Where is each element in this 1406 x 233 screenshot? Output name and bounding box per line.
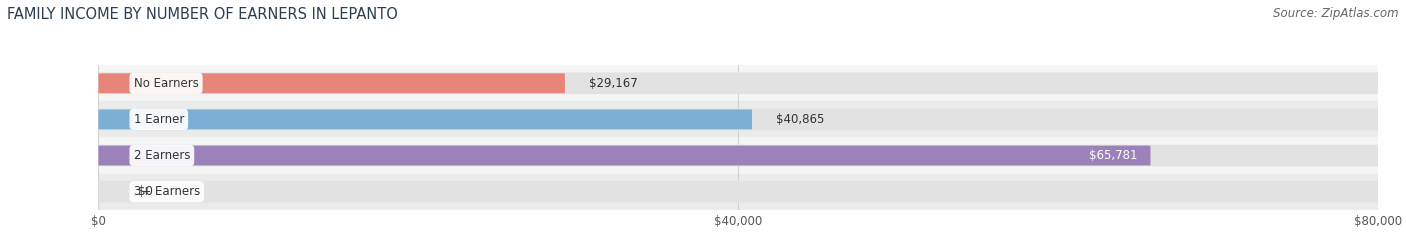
Bar bbox=[98, 137, 1378, 174]
Text: 2 Earners: 2 Earners bbox=[134, 149, 190, 162]
Text: $29,167: $29,167 bbox=[589, 77, 638, 90]
FancyBboxPatch shape bbox=[98, 109, 1378, 130]
FancyBboxPatch shape bbox=[98, 145, 1378, 166]
Bar bbox=[98, 101, 1378, 137]
FancyBboxPatch shape bbox=[98, 73, 565, 93]
FancyBboxPatch shape bbox=[98, 72, 1378, 94]
Bar bbox=[98, 65, 1378, 101]
Text: $0: $0 bbox=[138, 185, 153, 198]
Text: 1 Earner: 1 Earner bbox=[134, 113, 184, 126]
Bar bbox=[98, 174, 1378, 210]
Text: Source: ZipAtlas.com: Source: ZipAtlas.com bbox=[1274, 7, 1399, 20]
FancyBboxPatch shape bbox=[98, 146, 1150, 165]
Text: FAMILY INCOME BY NUMBER OF EARNERS IN LEPANTO: FAMILY INCOME BY NUMBER OF EARNERS IN LE… bbox=[7, 7, 398, 22]
Text: 3+ Earners: 3+ Earners bbox=[134, 185, 200, 198]
Text: $40,865: $40,865 bbox=[776, 113, 824, 126]
Text: $65,781: $65,781 bbox=[1090, 149, 1137, 162]
FancyBboxPatch shape bbox=[98, 181, 1378, 202]
FancyBboxPatch shape bbox=[98, 110, 752, 129]
Text: No Earners: No Earners bbox=[134, 77, 198, 90]
